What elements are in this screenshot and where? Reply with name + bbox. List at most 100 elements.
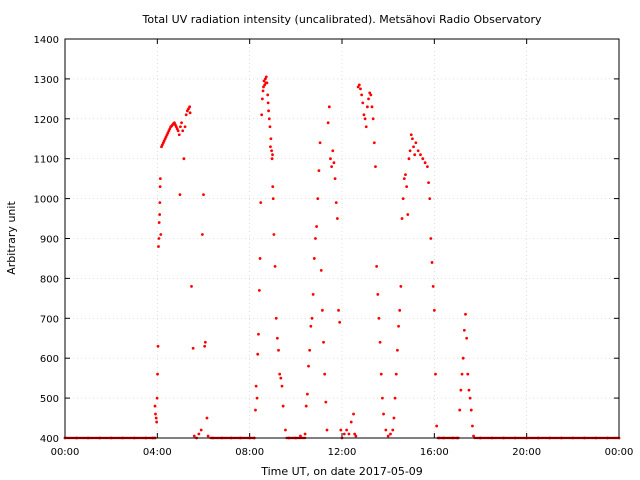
data-point: [255, 396, 259, 400]
y-tick-label: 500: [40, 394, 59, 405]
data-point: [429, 237, 433, 240]
data-point: [352, 412, 355, 416]
data-point: [376, 292, 380, 296]
data-point: [335, 217, 339, 220]
data-point: [277, 348, 280, 352]
data-point: [307, 364, 310, 368]
data-point: [158, 185, 162, 189]
data-point: [278, 372, 282, 376]
x-tick-label: 00:00: [51, 447, 80, 458]
data-point: [203, 340, 207, 344]
data-point: [316, 197, 320, 201]
data-point: [303, 432, 307, 436]
data-point: [378, 340, 382, 344]
data-point: [401, 197, 405, 201]
data-point: [156, 372, 159, 376]
data-point: [392, 416, 396, 420]
data-point: [460, 372, 464, 376]
data-point: [270, 157, 274, 161]
data-point: [432, 308, 436, 312]
data-point: [155, 396, 159, 400]
data-point: [159, 233, 163, 236]
data-point: [362, 113, 366, 117]
data-point: [304, 404, 308, 408]
data-point: [458, 408, 462, 412]
data-point: [467, 388, 471, 392]
data-point: [472, 434, 475, 438]
y-tick-label: 1300: [34, 75, 59, 86]
data-point: [338, 320, 342, 324]
data-point: [329, 157, 332, 161]
data-point: [271, 185, 275, 189]
data-point: [466, 372, 470, 376]
data-point: [464, 312, 467, 316]
data-point: [299, 434, 302, 438]
data-point: [382, 412, 385, 416]
grid-lines: [65, 39, 619, 438]
data-point: [367, 97, 370, 101]
data-point: [359, 87, 362, 91]
data-point: [459, 388, 463, 392]
data-point: [360, 93, 364, 97]
data-point: [363, 117, 367, 121]
data-point: [188, 111, 192, 115]
data-point: [311, 292, 315, 296]
data-point: [257, 332, 260, 336]
data-point: [269, 137, 273, 141]
data-point: [389, 432, 392, 436]
data-point: [271, 153, 274, 157]
data-point: [371, 117, 375, 121]
data-point: [191, 346, 195, 350]
data-point: [180, 121, 183, 125]
data-point: [257, 288, 261, 292]
data-point: [260, 113, 264, 117]
data-point: [334, 201, 338, 204]
data-point: [273, 265, 277, 268]
y-tick-label: 800: [40, 274, 59, 285]
data-point: [176, 129, 180, 133]
data-point: [357, 83, 361, 87]
chart-title: Total UV radiation intensity (uncalibrat…: [142, 13, 542, 26]
data-point: [267, 109, 270, 113]
y-tick-label: 400: [40, 434, 59, 445]
data-point: [380, 396, 384, 400]
data-point: [349, 420, 353, 424]
data-point: [345, 428, 349, 432]
x-tick-label: 08:00: [235, 447, 264, 458]
data-point: [158, 177, 162, 181]
data-point: [310, 316, 314, 320]
data-point: [431, 284, 435, 288]
data-point: [337, 308, 340, 312]
data-point: [416, 149, 420, 153]
data-point: [202, 193, 205, 197]
x-tick-label: 20:00: [512, 447, 541, 458]
data-point: [156, 344, 160, 348]
data-point: [342, 432, 346, 436]
data-point: [471, 424, 474, 428]
data-point: [260, 97, 264, 101]
data-point: [272, 233, 276, 236]
data-point: [279, 376, 283, 380]
y-tick-label: 1000: [34, 195, 59, 206]
data-point: [267, 117, 271, 121]
data-point: [184, 113, 188, 117]
data-point: [254, 408, 257, 412]
x-axis-label: Time UT, on date 2017-05-09: [260, 465, 423, 478]
data-point: [361, 101, 365, 105]
data-point: [354, 434, 358, 438]
data-point: [153, 404, 157, 408]
data-point: [314, 237, 317, 240]
y-tick-label: 1200: [34, 115, 59, 126]
data-point: [192, 434, 196, 438]
data-point: [462, 328, 466, 332]
data-point: [398, 308, 402, 312]
data-point: [275, 336, 279, 340]
data-point: [271, 197, 275, 201]
data-point: [183, 125, 187, 129]
data-point: [419, 153, 422, 157]
data-point: [178, 193, 182, 197]
data-point: [365, 105, 369, 109]
data-point: [386, 434, 390, 438]
data-point: [254, 384, 258, 388]
data-point: [333, 177, 337, 181]
